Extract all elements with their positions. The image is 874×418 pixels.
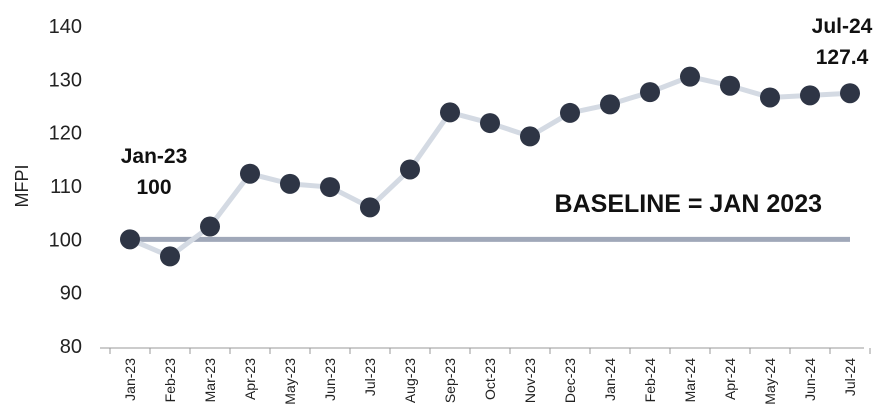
data-point bbox=[720, 76, 740, 96]
annotations: Jan-23 100 Jul-24 127.4 bbox=[121, 15, 873, 199]
x-tick-label: Nov-23 bbox=[522, 358, 538, 403]
annotation-date: Jul-24 bbox=[812, 15, 873, 38]
y-tick-label: 120 bbox=[49, 123, 82, 145]
x-axis-ticks: Jan-23 Feb-23 Mar-23 Apr-23 May-23 Jun-23 Jul-… bbox=[110, 348, 870, 405]
annotation-date: Jan-23 bbox=[121, 145, 188, 168]
x-tick-label: Jan-24 bbox=[602, 358, 618, 401]
x-tick-label: May-23 bbox=[282, 358, 298, 405]
data-point bbox=[160, 246, 180, 266]
data-point bbox=[120, 229, 140, 249]
data-point bbox=[360, 197, 380, 217]
data-point bbox=[840, 83, 860, 103]
x-tick-label: Mar-23 bbox=[202, 358, 218, 403]
data-points bbox=[120, 67, 860, 267]
x-tick-label: Jul-24 bbox=[842, 358, 858, 396]
data-point bbox=[400, 159, 420, 179]
data-point bbox=[200, 217, 220, 237]
data-point bbox=[560, 103, 580, 123]
y-axis-ticks: 80 90 100 110 120 130 140 bbox=[49, 16, 82, 358]
y-tick-label: 90 bbox=[60, 283, 82, 305]
baseline-label: BASELINE = JAN 2023 bbox=[555, 190, 822, 218]
x-tick-label: Jul-23 bbox=[362, 358, 378, 396]
x-tick-label: Mar-24 bbox=[682, 358, 698, 403]
annotation-value: 127.4 bbox=[816, 46, 869, 69]
y-tick-label: 100 bbox=[49, 229, 82, 251]
x-tick-label: Feb-23 bbox=[162, 358, 178, 403]
x-tick-label: Apr-23 bbox=[242, 358, 258, 400]
data-point bbox=[640, 82, 660, 102]
y-tick-label: 140 bbox=[49, 16, 82, 38]
y-tick-label: 80 bbox=[60, 336, 82, 358]
data-point bbox=[600, 94, 620, 114]
x-tick-label: Jun-23 bbox=[322, 358, 338, 401]
data-point bbox=[480, 113, 500, 133]
x-tick-label: Aug-23 bbox=[402, 358, 418, 403]
data-point bbox=[520, 126, 540, 146]
data-point bbox=[760, 87, 780, 107]
data-point bbox=[440, 102, 460, 122]
x-tick-label: Oct-23 bbox=[482, 358, 498, 400]
y-axis-label: MFPI bbox=[12, 165, 32, 208]
x-tick-label: Feb-24 bbox=[642, 358, 658, 403]
annotation-value: 100 bbox=[136, 176, 171, 199]
x-tick-label: Dec-23 bbox=[562, 358, 578, 403]
x-tick-label: Apr-24 bbox=[722, 358, 738, 400]
data-point bbox=[320, 177, 340, 197]
data-point bbox=[680, 67, 700, 87]
y-tick-label: 130 bbox=[49, 69, 82, 91]
y-tick-label: 110 bbox=[50, 176, 82, 198]
x-tick-label: Jun-24 bbox=[802, 358, 818, 401]
data-point bbox=[280, 174, 300, 194]
data-point bbox=[800, 85, 820, 105]
x-tick-label: Jan-23 bbox=[122, 358, 138, 401]
series-line bbox=[130, 77, 850, 257]
data-point bbox=[240, 164, 260, 184]
x-tick-label: Sep-23 bbox=[442, 358, 458, 403]
x-tick-label: May-24 bbox=[762, 358, 778, 405]
